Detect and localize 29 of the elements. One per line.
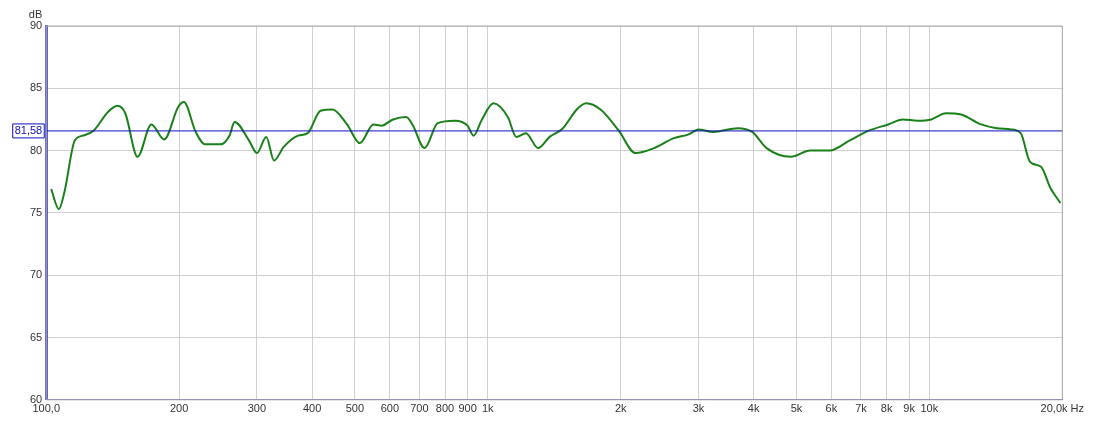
y-tick-label: 75 <box>29 205 43 218</box>
x-tick-label: 100,0 <box>32 402 60 415</box>
x-tick-label: 500 <box>345 402 365 415</box>
y-tick-label: 80 <box>29 143 43 156</box>
x-tick-label: 300 <box>247 402 267 415</box>
x-tick-label: 6k <box>825 402 838 415</box>
x-tick-label: 200 <box>169 402 189 415</box>
x-tick-label: 5k <box>790 402 803 415</box>
x-tick-label: 3k <box>692 402 705 415</box>
x-tick-label: 400 <box>302 402 322 415</box>
x-tick-label: 7k <box>855 402 868 415</box>
x-tick-label: 10k <box>920 402 939 415</box>
x-tick-label: 700 <box>410 402 429 415</box>
x-tick-label: 9k <box>903 402 916 415</box>
y-tick-label: 65 <box>29 330 43 343</box>
x-tick-label: 2k <box>614 402 628 415</box>
ref-line-label: 81,58 <box>14 123 43 136</box>
y-tick-label: 70 <box>29 268 43 281</box>
x-tick-label: 900 <box>458 402 477 415</box>
y-tick-label: 60 <box>29 392 43 405</box>
x-tick-label: 8k <box>880 402 893 415</box>
y-tick-label: 85 <box>29 81 43 94</box>
x-tick-label: 600 <box>380 402 400 415</box>
x-tick-label: 4k <box>747 402 760 415</box>
y-axis-title: dB <box>28 7 43 20</box>
x-tick-label: 800 <box>435 402 455 415</box>
y-tick-label: 90 <box>29 19 43 32</box>
x-tick-label: 20,0k Hz <box>1040 402 1085 415</box>
x-tick-label: 1k <box>481 402 495 415</box>
